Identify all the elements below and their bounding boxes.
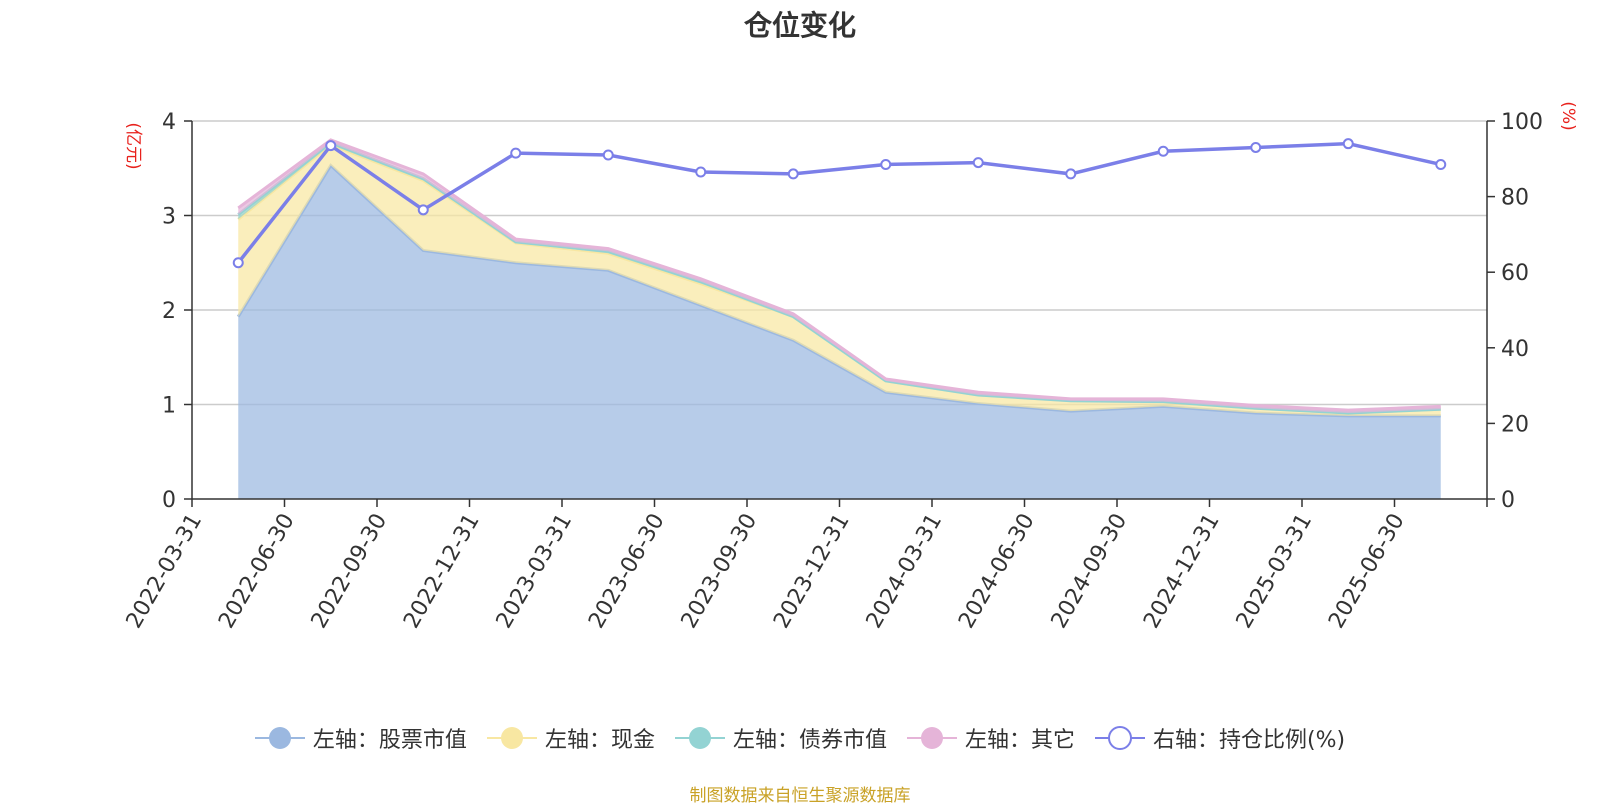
right-tick-label: 80 [1501, 186, 1529, 211]
legend-item[interactable]: 右轴：持仓比例(%) [1094, 722, 1346, 754]
legend-symbol [254, 727, 305, 749]
x-tick-label: 2024-06-30 [954, 510, 1040, 633]
ratio-point [232, 257, 244, 269]
ratio-point [510, 147, 522, 159]
x-tick-label: 2025-03-31 [1232, 510, 1318, 633]
x-tick-label: 2024-03-31 [862, 510, 948, 633]
x-tick-label: 2023-12-31 [769, 510, 855, 633]
x-tick-label: 2023-09-30 [677, 510, 763, 633]
ratio-point [1250, 141, 1262, 153]
legend-marker [500, 727, 523, 749]
x-tick-label: 2023-06-30 [584, 510, 670, 633]
legend-item[interactable]: 左轴：其它 [906, 722, 1075, 754]
source-note: 制图数据来自恒生聚源数据库 [689, 786, 911, 806]
ratio-point [1065, 168, 1077, 180]
legend-label: 左轴：其它 [964, 728, 1075, 753]
x-tick-label: 2025-06-30 [1324, 510, 1410, 633]
ratio-point [417, 204, 429, 216]
right-tick-label: 20 [1501, 412, 1529, 437]
legend-symbol [906, 727, 957, 749]
right-tick-label: 100 [1501, 110, 1543, 135]
legend-label: 左轴：债券市值 [732, 728, 887, 753]
ratio-point [880, 158, 892, 170]
legend-symbol [486, 727, 537, 749]
area-左轴：现金 [238, 144, 1441, 416]
x-tick-label: 2022-12-31 [399, 510, 485, 633]
legend-item[interactable]: 左轴：债券市值 [674, 722, 887, 754]
legend-marker [1107, 726, 1132, 750]
x-tick-label: 2022-09-30 [307, 510, 393, 633]
legend-label: 左轴：股票市值 [312, 728, 467, 753]
legend-marker [920, 727, 943, 749]
left-axis-unit: (亿元) [123, 122, 143, 169]
ratio-point [1157, 145, 1169, 157]
legend-symbol [1094, 726, 1145, 750]
x-tick-label: 2024-09-30 [1047, 510, 1133, 633]
legend-marker [268, 727, 291, 749]
right-tick-label: 40 [1501, 337, 1529, 362]
chart-title: 仓位变化 [743, 9, 856, 42]
ratio-point [602, 149, 614, 161]
area-左轴：股票市值 [238, 165, 1441, 500]
legend-label: 左轴：现金 [544, 728, 655, 753]
left-tick-label: 4 [162, 110, 176, 135]
legend-marker [688, 727, 711, 749]
legend-item[interactable]: 左轴：股票市值 [254, 722, 467, 754]
ratio-point [695, 166, 707, 178]
right-tick-label: 60 [1501, 261, 1529, 286]
legend: 左轴：股票市值 左轴：现金 左轴：债券市值 左轴：其它 右轴：持仓比例(%) [0, 722, 1600, 754]
x-tick-label: 2024-12-31 [1139, 510, 1225, 633]
left-tick-label: 2 [162, 299, 176, 324]
x-tick-label: 2023-03-31 [492, 510, 578, 633]
x-tick-label: 2022-06-30 [214, 510, 300, 633]
legend-symbol [674, 727, 725, 749]
ratio-point [1435, 158, 1447, 170]
left-tick-label: 1 [162, 394, 176, 419]
x-tick-label: 2022-03-31 [122, 510, 208, 633]
right-tick-label: 0 [1501, 488, 1515, 513]
right-axis-unit: (%) [1558, 101, 1578, 130]
left-tick-label: 3 [162, 205, 176, 230]
ratio-point [325, 140, 337, 152]
area-line-左轴：其它 [237, 138, 1441, 412]
left-tick-label: 0 [162, 488, 176, 513]
ratio-point [972, 157, 984, 169]
legend-item[interactable]: 左轴：现金 [486, 722, 655, 754]
legend-label: 右轴：持仓比例(%) [1152, 728, 1346, 753]
ratio-line [236, 141, 1442, 264]
ratio-point [787, 168, 799, 180]
ratio-point [1342, 138, 1354, 150]
